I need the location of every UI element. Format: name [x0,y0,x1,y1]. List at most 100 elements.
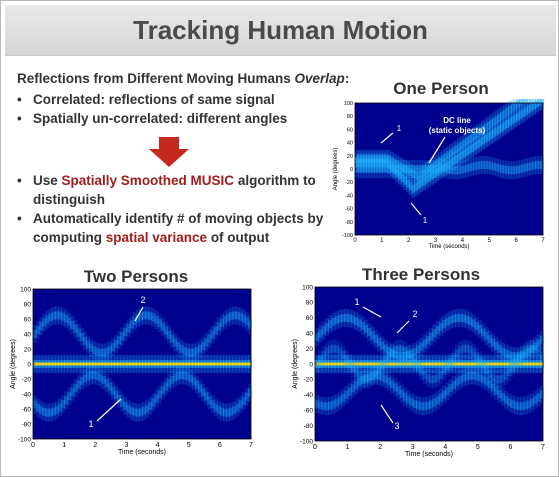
heat-cell [419,160,424,178]
heat-cell [42,407,47,416]
heat-cell [235,306,240,325]
heat-cell [416,167,421,186]
heat-cell [360,158,365,167]
heat-cell [324,397,330,416]
heat-cell [70,388,75,397]
heat-cell [379,150,383,169]
heat-cell [521,104,526,123]
heat-cell [507,363,512,382]
heat-cell [424,160,429,178]
heat-cell [422,339,427,348]
heat-cell-hot [445,362,450,366]
heat-cell [54,311,59,320]
heat-cell [154,389,159,408]
heat-cell [379,155,383,164]
heat-cell [213,321,218,340]
heat-cell [379,160,383,178]
heat-cell [524,163,528,172]
heat-cell [475,140,480,149]
heat-cell [73,384,78,393]
heat-cell [419,165,424,173]
heat-cell [481,125,485,134]
heat-cell [360,321,365,330]
heat-cell [368,153,373,172]
x-tick-label: 2 [407,238,411,244]
heat-cell [201,341,206,350]
heat-cell [455,308,460,327]
heat-cell [500,111,504,120]
heat-cell [173,338,178,347]
heat-cell [534,161,539,170]
heat-cell-hot [42,362,47,366]
heat-cell [475,156,480,175]
heat-cell [491,117,496,126]
heat-cell [507,398,512,407]
heat-cell [357,366,362,385]
heat-cell [446,160,450,179]
heat-cell [539,385,544,404]
heat-cell [51,311,56,320]
heat-cell [135,403,140,422]
heat-cell [458,308,463,327]
heat-cell [415,345,421,354]
heat-cell [399,352,404,361]
heat-cell [491,129,496,138]
heat-cell [120,332,125,341]
heat-cell [513,396,518,415]
heat-cell [397,165,402,173]
bullet-text-post: of output [207,230,270,245]
heat-cell [198,344,203,353]
y-tick-label: -80 [22,421,32,428]
heat-cell [459,165,464,174]
heat-cell [113,340,119,349]
heat-cell [365,155,370,164]
heat-cell [536,334,541,353]
heat-cell [474,352,479,361]
x-tick-label: 6 [514,238,518,244]
x-tick-label: 1 [380,238,384,244]
heat-cell [241,391,246,410]
heat-cell [414,160,418,178]
heat-cell [360,165,365,173]
heat-cell [182,371,187,380]
heat-cell [510,161,515,180]
heat-cell [412,347,417,356]
heat-cell [491,124,496,143]
heat-cell [416,176,421,195]
heat-cell [502,121,507,130]
heat-cell [529,344,535,353]
heat-cell [521,99,526,104]
heat-cell-hot [54,362,59,366]
heat-cell-hot [104,362,109,366]
heat-cell [520,350,525,359]
heat-cell [376,333,382,352]
heat-cell [455,373,460,392]
heat-cell [508,113,512,132]
heat-cell [337,309,343,328]
heat-cell [484,366,489,375]
heat-cell [321,351,326,360]
heat-cell-hot [334,362,339,366]
heat-cell [481,375,486,384]
heat-cell [438,365,444,384]
heat-cell [367,328,372,337]
heat-cell [70,383,75,402]
heat-cell [354,368,359,377]
heat-cell [48,403,53,422]
heat-cell [455,349,460,358]
heat-cell [393,350,398,359]
heat-cell [54,306,59,325]
heat-cell [170,375,175,384]
heat-cell [429,400,434,409]
heat-cell [411,164,416,183]
heat-cell [85,372,91,381]
heat-cell [373,334,378,343]
heat-cell [371,165,375,173]
heat-cell [120,398,125,407]
heat-cell-hot [64,362,69,366]
heat-cell [475,135,480,154]
heat-cell [510,116,515,125]
x-tick-label: 5 [187,442,191,449]
heat-cell [465,132,469,151]
heat-cell-hot [350,362,356,366]
